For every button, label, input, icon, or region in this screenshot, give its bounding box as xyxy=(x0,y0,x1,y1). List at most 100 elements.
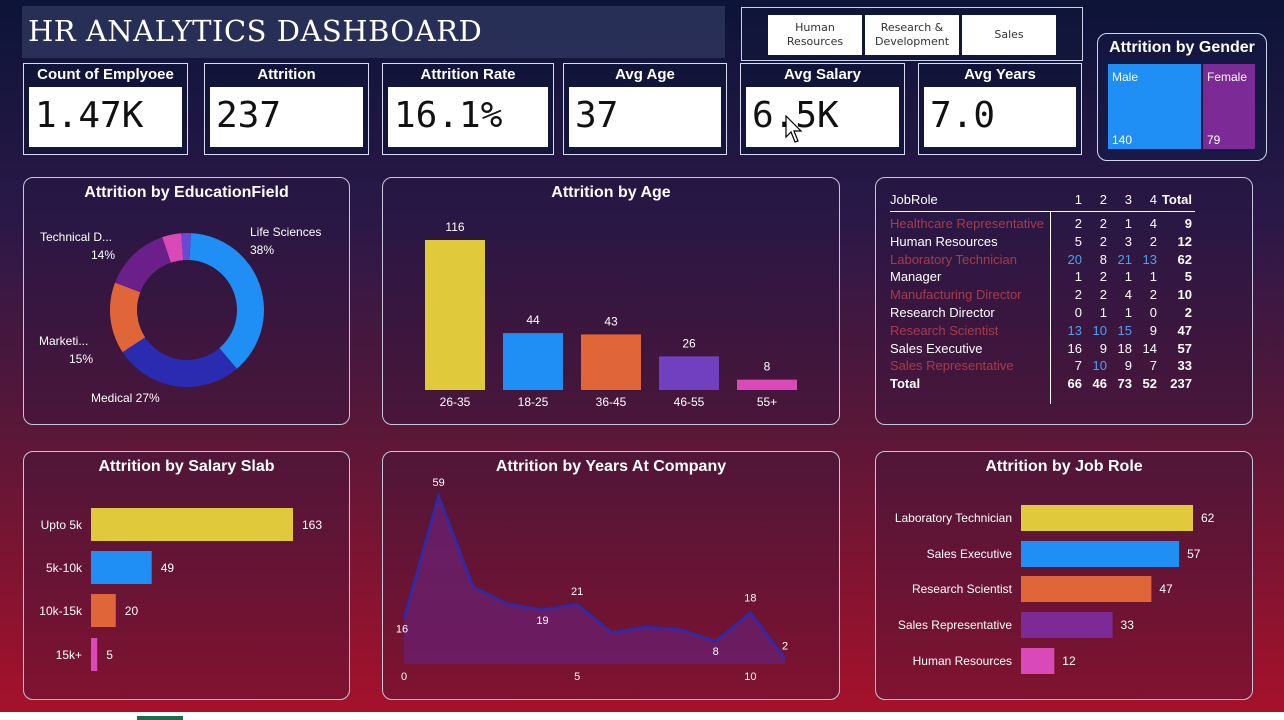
donut-slice[interactable] xyxy=(189,233,264,369)
age-bar-chart[interactable]: 116 26-35 44 18-25 43 36-45 26 46-55 8 55+ xyxy=(383,178,839,424)
table-cell: 1 xyxy=(1149,269,1157,285)
kpi-value: 7.0 xyxy=(930,95,996,136)
salary-category-label: Upto 5k xyxy=(41,518,83,532)
table-cell: 9 xyxy=(1099,340,1107,356)
age-bar-value: 43 xyxy=(604,314,618,328)
slicer-button-research-development[interactable]: Research & Development xyxy=(865,15,959,55)
years-area-chart[interactable]: 16 59 19 21 8 18 2 0 5 10 xyxy=(383,452,839,699)
table-cell: 52 xyxy=(1142,376,1157,392)
age-category-label: 55+ xyxy=(757,395,777,409)
donut-slice[interactable] xyxy=(115,237,171,293)
gender-tile-female[interactable]: Female 79 xyxy=(1203,64,1255,149)
table-row[interactable]: Research Scientist 13 10 15 9 47 xyxy=(890,323,1200,341)
years-area-fill xyxy=(404,496,785,664)
table-row[interactable]: Manufacturing Director 2 2 4 2 10 xyxy=(890,287,1200,305)
jobrole-bar-chart[interactable]: 62 Laboratory Technician 57 Sales Executive… xyxy=(876,452,1252,699)
table-row[interactable]: Sales Executive 16 9 18 14 57 xyxy=(890,341,1200,359)
donut-slice[interactable] xyxy=(110,282,146,353)
education-panel: Attrition by EducationField Life Science… xyxy=(23,177,350,425)
table-header-cell[interactable]: JobRole xyxy=(890,192,938,207)
table-cell: 1 xyxy=(1124,305,1132,320)
salary-bar[interactable] xyxy=(91,638,98,671)
slicer-button-human-resources[interactable]: Human Resources xyxy=(768,15,862,55)
jobrole-bar[interactable] xyxy=(1021,541,1180,567)
age-bar-value: 44 xyxy=(526,313,540,327)
slicer-button-sales[interactable]: Sales xyxy=(962,15,1056,55)
education-donut-chart[interactable]: Life Sciences 38% Medical 27% Marketi...… xyxy=(24,178,349,424)
jobrole-bar[interactable] xyxy=(1021,612,1113,638)
jobrole-bar[interactable] xyxy=(1021,576,1152,602)
table-cell-total: 12 xyxy=(1177,233,1192,249)
donut-slice[interactable] xyxy=(162,233,184,263)
jobrole-bar-value: 12 xyxy=(1062,654,1076,668)
donut-label: Technical D... xyxy=(40,230,112,244)
table-cell: 13 xyxy=(1067,322,1082,338)
table-cell: 46 xyxy=(1092,376,1107,392)
years-point-label: 19 xyxy=(536,615,548,627)
salary-category-label: 15k+ xyxy=(56,648,82,662)
jobrole-panel: Attrition by Job Role 62 Laboratory Techn… xyxy=(875,451,1253,700)
age-bar[interactable] xyxy=(503,333,563,390)
jobrole-bar-value: 62 xyxy=(1201,511,1215,525)
jobrole-bar[interactable] xyxy=(1021,505,1193,531)
salary-bar[interactable] xyxy=(91,551,152,584)
table-cell: 9 xyxy=(1124,358,1132,374)
table-cell: 4 xyxy=(1149,216,1157,231)
table-row[interactable]: Human Resources 5 2 3 2 12 xyxy=(890,234,1200,252)
table-cell: 2 xyxy=(1074,216,1082,231)
table-row[interactable]: Research Director 0 1 1 0 2 xyxy=(890,305,1200,323)
table-cell: 2 xyxy=(1099,287,1107,303)
table-header-cell: 3 xyxy=(1124,192,1132,207)
salary-panel: Attrition by Salary Slab 163 Upto 5k 49 5k-… xyxy=(23,451,350,700)
gender-tile-value: 79 xyxy=(1207,133,1221,147)
kpi-label: Avg Salary xyxy=(784,66,861,83)
table-cell: 0 xyxy=(1149,305,1157,320)
donut-slice[interactable] xyxy=(181,233,191,261)
table-cell: 3 xyxy=(1124,233,1132,249)
salary-bar-value: 20 xyxy=(125,604,139,618)
table-row[interactable]: Sales Representative 7 10 9 7 33 xyxy=(890,358,1200,376)
donut-slice[interactable] xyxy=(122,337,237,387)
table-row[interactable]: Manager 1 2 1 1 5 xyxy=(890,269,1200,287)
donut-label-pct: 38% xyxy=(250,243,274,257)
table-cell: 2 xyxy=(1149,233,1157,249)
donut-label: Marketi... xyxy=(39,334,88,348)
salary-bar[interactable] xyxy=(91,508,293,541)
kpi-avg-salary: Avg Salary 6.5K xyxy=(740,63,905,155)
table-cell: 5 xyxy=(1074,233,1082,249)
table-cell: 10 xyxy=(1092,358,1107,374)
table-cell: 9 xyxy=(1149,322,1157,338)
department-slicer[interactable]: Human Resources Research & Development S… xyxy=(741,7,1083,61)
kpi-value: 237 xyxy=(216,95,282,136)
kpi-label: Avg Years xyxy=(964,66,1036,83)
table-header-divider xyxy=(890,211,1195,212)
page-tab[interactable] xyxy=(137,716,183,720)
kpi-avg-years: Avg Years 7.0 xyxy=(918,63,1082,155)
table-row[interactable]: Laboratory Technician 20 8 21 13 62 xyxy=(890,252,1200,270)
age-bar[interactable] xyxy=(659,356,719,390)
salary-bar-chart[interactable]: 163 Upto 5k 49 5k-10k 20 10k-15k 5 15k+ xyxy=(24,452,349,699)
age-bar[interactable] xyxy=(737,379,797,390)
kpi-employee-count: Count of Emplyoee 1.47K xyxy=(23,63,188,155)
jobrole-category-label: Research Scientist xyxy=(912,582,1013,596)
jobrole-bar[interactable] xyxy=(1021,648,1055,674)
age-bar[interactable] xyxy=(581,334,641,390)
jobrole-matrix-panel: JobRole 1 2 3 4 Total Healthcare Representativ… xyxy=(875,177,1253,425)
table-header-cell: Total xyxy=(1161,192,1192,207)
table-cell-jobrole: Human Resources xyxy=(890,233,998,249)
table-cell-total: 9 xyxy=(1184,216,1192,231)
years-line[interactable] xyxy=(402,492,786,660)
salary-bar-value: 49 xyxy=(161,561,175,575)
gender-tile-male[interactable]: Male 140 xyxy=(1108,64,1201,149)
table-row[interactable]: Healthcare Representative 2 2 1 4 9 xyxy=(890,216,1200,234)
table-cell: 2 xyxy=(1099,233,1107,249)
age-bar[interactable] xyxy=(425,240,485,390)
table-cell-total: 62 xyxy=(1177,251,1192,267)
table-cell: 16 xyxy=(1067,340,1082,356)
table-cell: 2 xyxy=(1074,287,1082,303)
jobrole-category-label: Sales Executive xyxy=(927,547,1013,561)
table-cell-jobrole: Healthcare Representative xyxy=(890,216,1044,231)
salary-bar[interactable] xyxy=(91,594,116,627)
table-total-row[interactable]: Total 66 46 73 52 237 xyxy=(890,376,1200,394)
years-x-tick: 0 xyxy=(401,671,407,683)
